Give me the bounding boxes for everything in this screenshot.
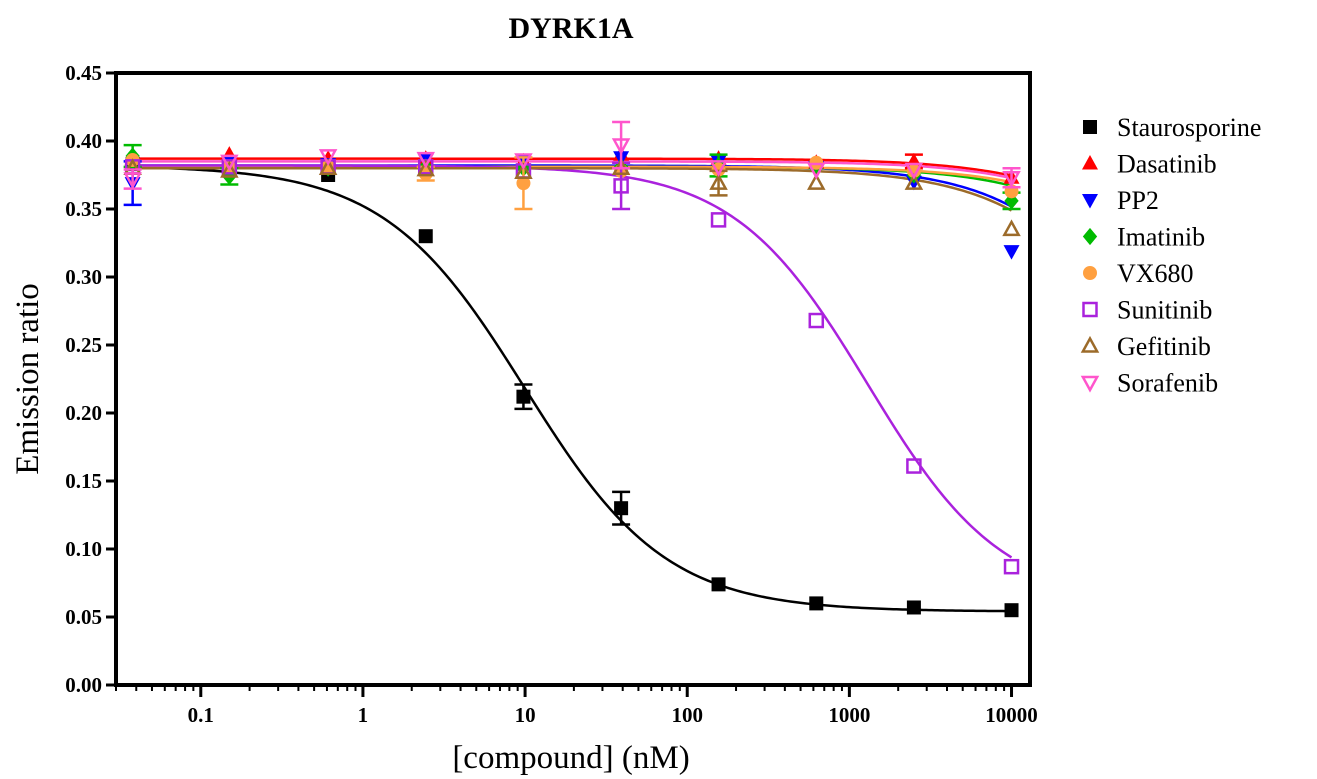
fit-curves [126, 157, 1013, 613]
data-point [906, 458, 922, 474]
x-tick-label: 100 [671, 703, 703, 727]
fit-curve-dasatinib [126, 157, 1012, 177]
data-point [516, 389, 531, 404]
data-point [318, 149, 338, 167]
data-point [514, 162, 533, 180]
data-point [418, 229, 433, 244]
data-point [611, 138, 631, 156]
legend-marker [1082, 193, 1098, 209]
y-tick-label: 0.45 [65, 61, 102, 85]
x-tick-label: 1 [358, 703, 369, 727]
legend-label: PP2 [1117, 186, 1159, 215]
data-point [809, 596, 824, 611]
data-point [318, 158, 338, 175]
legend: Staurosporine Dasatinib PP2 Imatinib VX680 Su… [1080, 113, 1261, 398]
data-point [123, 172, 142, 190]
data-point [613, 178, 629, 194]
legend-item-sorafenib: Sorafenib [1080, 369, 1218, 398]
y-tick-label: 0.30 [65, 265, 102, 289]
legend-marker [1080, 335, 1100, 353]
legend-item-dasatinib: Dasatinib [1082, 150, 1217, 179]
data-point [220, 154, 239, 172]
legend-label: Gefitinib [1117, 332, 1211, 361]
legend-item-imatinib: Imatinib [1082, 223, 1205, 252]
legend-item-sunitinib: Sunitinib [1082, 296, 1212, 325]
data-point [416, 159, 436, 177]
x-tick-label: 0.1 [188, 703, 214, 727]
data-point [709, 160, 728, 177]
legend-marker [1082, 301, 1098, 318]
y-tick-label: 0.20 [65, 401, 102, 425]
data-point [416, 151, 436, 169]
fit-curve-sorafenib [126, 160, 1012, 180]
fit-curve-gefitinib [126, 166, 1013, 212]
x-tick-label: 10000 [985, 703, 1038, 727]
data-point [1003, 245, 1020, 260]
legend-label: Dasatinib [1117, 150, 1217, 179]
y-tick-label: 0.10 [65, 537, 102, 561]
x-tick-label: 10 [515, 703, 536, 727]
legend-label: Sunitinib [1117, 296, 1212, 325]
data-point [710, 212, 727, 228]
data-point [1002, 170, 1021, 188]
legend-item-gefitinib: Gefitinib [1080, 332, 1211, 361]
data-point [904, 162, 924, 180]
series-staurosporine [125, 157, 1019, 618]
data-point [1004, 603, 1019, 618]
legend-marker [1082, 154, 1098, 170]
series-sorafenib [123, 120, 1021, 190]
data-point [514, 153, 533, 171]
data-point [807, 162, 826, 180]
legend-item-pp2: PP2 [1082, 186, 1159, 215]
legend-label: VX680 [1117, 259, 1194, 288]
fit-curve-staurosporine [126, 165, 1012, 613]
y-tick-label: 0.00 [65, 673, 102, 697]
data-point [221, 159, 238, 175]
data-point [807, 173, 826, 190]
legend-label: Staurosporine [1117, 113, 1261, 142]
y-axis-label: Emission ratio [10, 283, 46, 475]
x-tick-label: 1000 [828, 703, 870, 727]
y-tick-label: 0.15 [65, 469, 102, 493]
data-point [808, 312, 825, 329]
x-axis-label: [compound] (nM) [452, 740, 689, 776]
chart-title: DYRK1A [509, 12, 634, 45]
fit-curve-sunitinib [126, 164, 1013, 559]
data-point [220, 160, 239, 178]
y-tick-label: 0.05 [65, 605, 102, 629]
y-tick-label: 0.25 [65, 333, 102, 357]
legend-marker [1083, 120, 1097, 134]
data-point [614, 501, 629, 516]
fit-curve-vx680 [126, 165, 1012, 184]
data-point [711, 577, 726, 592]
series-sunitinib [124, 159, 1020, 575]
data-point [709, 173, 728, 190]
data-point [904, 173, 924, 190]
x-axis: 0.1 1 10 100 1000 10000 [115, 685, 1038, 727]
y-tick-label: 0.35 [65, 197, 102, 221]
y-tick-label: 0.40 [65, 129, 102, 153]
legend-marker [1082, 227, 1098, 246]
data-point [1002, 219, 1021, 237]
legend-item-vx680: VX680 [1083, 259, 1194, 288]
legend-label: Sorafenib [1117, 369, 1218, 398]
plot-frame [114, 71, 1032, 687]
data-point [906, 600, 921, 615]
data-point [1003, 558, 1020, 575]
legend-marker [1080, 375, 1100, 393]
data-point [809, 155, 824, 170]
y-axis: 0.00 0.05 0.10 0.15 0.20 0.25 0.30 0.35 0.40 0.45 [65, 61, 116, 697]
legend-marker [1083, 266, 1097, 280]
legend-item-staurosporine: Staurosporine [1083, 113, 1261, 142]
legend-label: Imatinib [1117, 223, 1205, 252]
data-points [123, 120, 1021, 618]
